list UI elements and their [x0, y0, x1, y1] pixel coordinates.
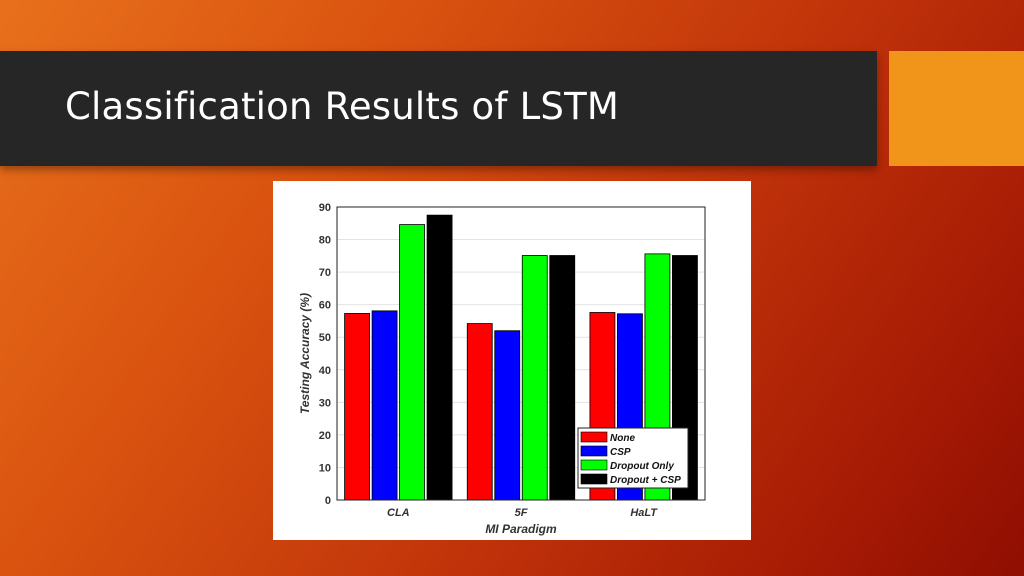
legend-swatch	[580, 459, 608, 471]
title-bar	[0, 51, 877, 166]
y-tick-label: 50	[319, 332, 331, 344]
bar-5f-dropout-csp	[549, 255, 576, 501]
plot-frame	[336, 206, 706, 501]
bar-cla-dropout-only	[399, 224, 425, 501]
x-tick-labels: CLA 5F HaLT	[387, 507, 658, 519]
chart-card: 0 10 20 30 40 50 60 70 80 90 CLA 5F HaLT MI Paradig…	[273, 181, 751, 540]
legend: None CSP Dropout Only Dropout + CSP	[577, 427, 689, 489]
x-tick-label: CLA	[387, 507, 410, 519]
y-tick-labels: 0 10 20 30 40 50 60 70 80 90	[319, 202, 331, 507]
legend-swatch	[580, 431, 608, 443]
slide-title: Classification Results of LSTM	[65, 85, 619, 128]
bar-5f-dropout-only	[521, 255, 548, 501]
x-axis-label: MI Paradigm	[485, 522, 557, 536]
bar-cla-dropout-csp	[426, 214, 453, 501]
y-tick-label: 90	[319, 202, 331, 214]
bar-cla-csp	[371, 310, 398, 501]
x-tick-label: 5F	[515, 507, 528, 519]
y-tick-label: 80	[319, 235, 331, 247]
y-tick-label: 30	[319, 397, 331, 409]
y-tick-label: 0	[325, 495, 331, 507]
bar-5f-csp	[494, 330, 521, 501]
y-tick-label: 60	[319, 300, 331, 312]
legend-label: Dropout + CSP	[610, 475, 681, 486]
legend-swatch	[580, 473, 608, 485]
y-tick-label: 20	[319, 430, 331, 442]
x-tick-label: HaLT	[630, 507, 658, 519]
bar-5f-none	[466, 323, 493, 501]
bar-cla-none	[344, 313, 370, 501]
legend-swatch	[580, 445, 608, 457]
y-tick-label: 10	[319, 462, 331, 474]
accent-box	[889, 51, 1024, 166]
bar-chart: 0 10 20 30 40 50 60 70 80 90 CLA 5F HaLT MI Paradig…	[298, 202, 706, 536]
y-axis-label: Testing Accuracy (%)	[298, 293, 312, 414]
legend-label: Dropout Only	[610, 461, 674, 472]
y-tick-label: 40	[319, 365, 331, 377]
legend-label: CSP	[610, 447, 631, 458]
legend-label: None	[610, 433, 635, 444]
y-tick-label: 70	[319, 267, 331, 279]
